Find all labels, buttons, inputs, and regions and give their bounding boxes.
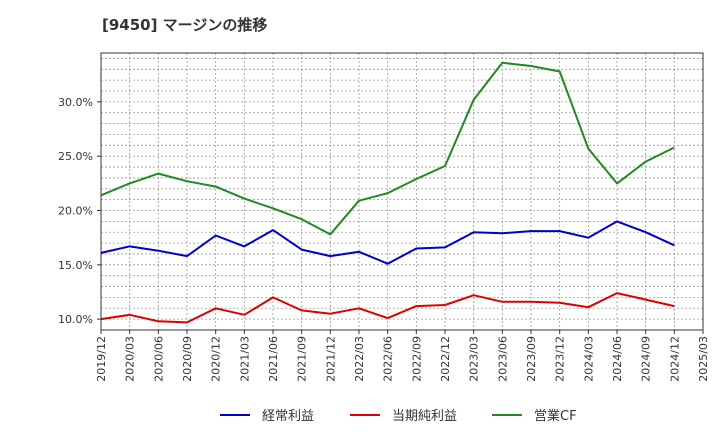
- plot-area-frame: [100, 52, 704, 331]
- series-line-経常利益: [100, 220, 675, 265]
- y-tick-label: 20.0%: [58, 205, 93, 218]
- legend-label: 当期純利益: [392, 409, 457, 424]
- y-axis-ticks: 10.0% 15.0% 20.0% 25.0% 30.0%: [58, 96, 101, 326]
- x-tick-label: 2024/12: [668, 336, 681, 382]
- x-tick-label: 2023/12: [554, 336, 567, 382]
- x-tick-label: 2022/09: [410, 336, 423, 382]
- series-line-当期純利益: [100, 292, 675, 324]
- x-tick-label: 2021/09: [296, 336, 309, 382]
- x-tick-label: 2020/03: [124, 336, 137, 382]
- x-axis-ticks: 2019/12 2020/03 2020/06 2020/09 2020/12 2021/…: [95, 330, 710, 382]
- x-tick-label: 2022/06: [382, 336, 395, 382]
- x-tick-label: 2024/03: [582, 336, 595, 382]
- x-tick-label: 2023/03: [468, 336, 481, 382]
- x-tick-label: 2022/03: [353, 336, 366, 382]
- x-tick-label: 2020/12: [210, 336, 223, 382]
- x-tick-label: 2022/12: [439, 336, 452, 382]
- x-tick-label: 2024/06: [611, 336, 624, 382]
- x-tick-label: 2023/06: [496, 336, 509, 382]
- x-tick-label: 2019/12: [95, 336, 108, 382]
- legend-label: 経常利益: [262, 409, 314, 424]
- x-tick-label: 2023/09: [525, 336, 538, 382]
- x-tick-label: 2021/03: [238, 336, 251, 382]
- x-tick-label: 2021/06: [267, 336, 280, 382]
- grid-lines: [101, 53, 703, 331]
- y-tick-label: 25.0%: [58, 150, 93, 163]
- y-tick-label: 10.0%: [58, 313, 93, 326]
- x-tick-label: 2020/06: [152, 336, 165, 382]
- x-tick-label: 2025/03: [697, 336, 710, 382]
- series-line-営業CF: [100, 61, 675, 236]
- chart-title: [9450] マージンの推移: [102, 16, 268, 34]
- legend: 経常利益 当期純利益 営業CF: [220, 408, 577, 424]
- y-tick-label: 30.0%: [58, 96, 93, 109]
- legend-label: 営業CF: [534, 408, 577, 424]
- x-tick-label: 2020/09: [181, 336, 194, 382]
- y-tick-label: 15.0%: [58, 259, 93, 272]
- x-tick-label: 2024/09: [640, 336, 653, 382]
- series-lines: [100, 61, 675, 324]
- x-tick-label: 2021/12: [324, 336, 337, 382]
